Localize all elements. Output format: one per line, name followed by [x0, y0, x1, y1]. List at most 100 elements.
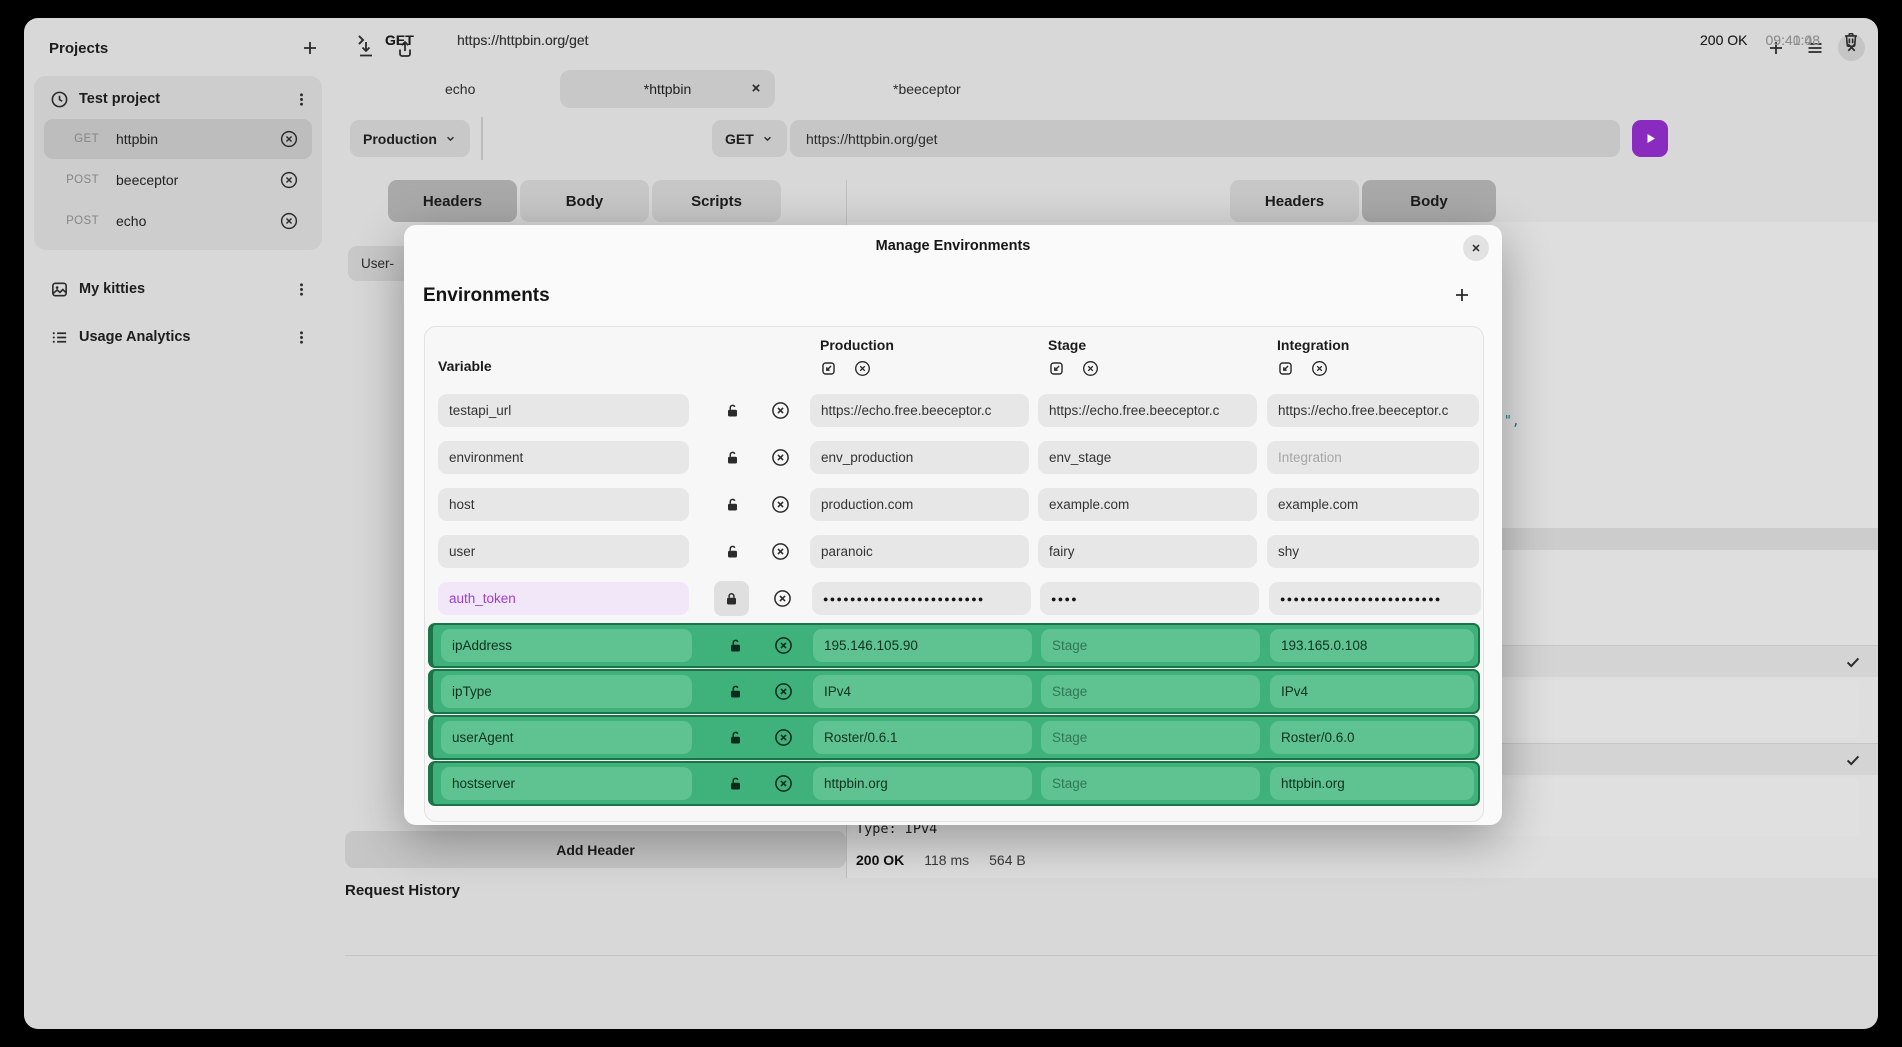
response-tab-body[interactable]: Body	[1362, 180, 1496, 222]
close-request-button[interactable]	[280, 212, 298, 230]
main-menu-button[interactable]	[1803, 36, 1827, 60]
secret-toggle-button[interactable]	[726, 684, 744, 699]
integration-value-input[interactable]: 193.165.0.108	[1270, 629, 1474, 662]
send-request-button[interactable]	[1632, 120, 1668, 157]
workspace-menu-button[interactable]	[293, 281, 310, 298]
remove-variable-button[interactable]	[770, 542, 790, 561]
secret-toggle-button[interactable]	[723, 544, 741, 559]
workspace-my-kitties[interactable]: My kitties	[34, 268, 322, 310]
tab-echo[interactable]: echo	[445, 81, 476, 97]
close-request-button[interactable]	[280, 130, 298, 148]
duplicate-environment-button[interactable]	[1277, 360, 1294, 377]
add-environment-button[interactable]	[1452, 285, 1474, 307]
stage-value-input[interactable]: env_stage	[1038, 441, 1257, 474]
remove-variable-button[interactable]	[772, 589, 792, 608]
request-tab-headers[interactable]: Headers	[388, 180, 517, 222]
production-value-input[interactable]: ●●●●●●●●●●●●●●●●●●●●●●●●	[812, 582, 1031, 615]
request-list-item[interactable]: GET httpbin	[44, 119, 312, 159]
remove-variable-button[interactable]	[770, 495, 790, 514]
import-button[interactable]	[354, 37, 378, 61]
integration-value-input[interactable]: ●●●●●●●●●●●●●●●●●●●●●●●●	[1269, 582, 1481, 615]
remove-variable-button[interactable]	[773, 728, 793, 747]
window-close-button[interactable]	[1838, 34, 1865, 61]
variable-name-input[interactable]: ipAddress	[441, 629, 692, 662]
response-tab-headers[interactable]: Headers	[1230, 180, 1359, 222]
delete-environment-button[interactable]	[1082, 360, 1099, 377]
production-value-input[interactable]: https://echo.free.beeceptor.c	[810, 394, 1029, 427]
integration-value-input[interactable]: example.com	[1267, 488, 1479, 521]
delete-history-button[interactable]	[1842, 31, 1860, 49]
export-button[interactable]	[393, 37, 417, 61]
secret-toggle-button[interactable]	[714, 581, 749, 616]
request-tab-body[interactable]: Body	[520, 180, 649, 222]
request-list-item[interactable]: POST echo	[44, 201, 312, 241]
variable-name-input[interactable]: hostserver	[441, 767, 692, 800]
integration-value-input[interactable]: Integration	[1267, 441, 1479, 474]
variable-name-input[interactable]: userAgent	[441, 721, 692, 754]
production-value-input[interactable]: 195.146.105.90	[813, 629, 1032, 662]
stage-value-input[interactable]: ●●●●	[1040, 582, 1259, 615]
production-value-input[interactable]: production.com	[810, 488, 1029, 521]
variable-name-input[interactable]: testapi_url	[438, 394, 689, 427]
variable-name-input[interactable]: auth_token	[438, 582, 689, 615]
workspace-usage-analytics[interactable]: Usage Analytics	[34, 316, 322, 358]
remove-variable-button[interactable]	[770, 448, 790, 467]
production-value-input[interactable]: httpbin.org	[813, 767, 1032, 800]
production-value-input[interactable]: IPv4	[813, 675, 1032, 708]
method-dropdown[interactable]: GET	[712, 120, 787, 157]
project-menu-button[interactable]	[293, 91, 310, 108]
stage-value-input[interactable]: Stage	[1041, 675, 1260, 708]
new-request-button[interactable]	[1764, 36, 1788, 60]
stage-value-input[interactable]: Stage	[1041, 721, 1260, 754]
stage-value-input[interactable]: fairy	[1038, 535, 1257, 568]
integration-value-input[interactable]: httpbin.org	[1270, 767, 1474, 800]
close-request-button[interactable]	[280, 171, 298, 189]
secret-toggle-button[interactable]	[726, 638, 744, 653]
request-list-item[interactable]: POST beeceptor	[44, 160, 312, 200]
secret-toggle-button[interactable]	[723, 497, 741, 512]
variable-name-input[interactable]: host	[438, 488, 689, 521]
secret-toggle-button[interactable]	[726, 730, 744, 745]
remove-variable-button[interactable]	[773, 774, 793, 793]
integration-value-input[interactable]: IPv4	[1270, 675, 1474, 708]
delete-environment-button[interactable]	[1311, 360, 1328, 377]
stage-value-input[interactable]: https://echo.free.beeceptor.c	[1038, 394, 1257, 427]
remove-variable-button[interactable]	[770, 401, 790, 420]
tab-beeceptor[interactable]: *beeceptor	[893, 81, 961, 97]
add-project-button[interactable]	[298, 36, 322, 60]
secret-toggle-button[interactable]	[723, 403, 741, 418]
history-row[interactable]: GET https://httpbin.org/get 200 OK 09:40…	[345, 18, 1878, 62]
url-input[interactable]: https://httpbin.org/get	[790, 120, 1620, 157]
duplicate-environment-button[interactable]	[820, 360, 837, 377]
tab-httpbin-active[interactable]: *httpbin	[560, 70, 775, 108]
stage-value-input[interactable]: Stage	[1041, 629, 1260, 662]
close-icon	[752, 84, 760, 92]
stage-value-input[interactable]: example.com	[1038, 488, 1257, 521]
stage-value-input[interactable]: Stage	[1041, 767, 1260, 800]
remove-variable-button[interactable]	[773, 636, 793, 655]
project-group-header[interactable]: Test project	[34, 80, 322, 118]
production-value-input[interactable]: paranoic	[810, 535, 1029, 568]
secret-toggle-button[interactable]	[723, 450, 741, 465]
secret-toggle-button[interactable]	[726, 776, 744, 791]
workspace-menu-button[interactable]	[293, 329, 310, 346]
close-tab-button[interactable]	[749, 81, 763, 95]
delete-environment-button[interactable]	[854, 360, 871, 377]
expand-history-button[interactable]	[353, 32, 371, 48]
history-row[interactable]: GET https://httpbin.org/get 200 OK 09:41…	[345, 18, 1878, 62]
integration-value-input[interactable]: https://echo.free.beeceptor.c	[1267, 394, 1479, 427]
add-header-button[interactable]: Add Header	[345, 831, 846, 868]
modal-close-button[interactable]	[1463, 235, 1489, 261]
variable-name-input[interactable]: environment	[438, 441, 689, 474]
remove-variable-button[interactable]	[773, 682, 793, 701]
integration-value-input[interactable]: Roster/0.6.0	[1270, 721, 1474, 754]
environment-dropdown[interactable]: Production	[350, 120, 470, 157]
production-value-input[interactable]: env_production	[810, 441, 1029, 474]
environment-variable-row: ipType IPv4 Stage IPv4	[428, 669, 1480, 714]
integration-value-input[interactable]: shy	[1267, 535, 1479, 568]
request-tab-scripts[interactable]: Scripts	[652, 180, 781, 222]
production-value-input[interactable]: Roster/0.6.1	[813, 721, 1032, 754]
variable-name-input[interactable]: ipType	[441, 675, 692, 708]
variable-name-input[interactable]: user	[438, 535, 689, 568]
duplicate-environment-button[interactable]	[1048, 360, 1065, 377]
